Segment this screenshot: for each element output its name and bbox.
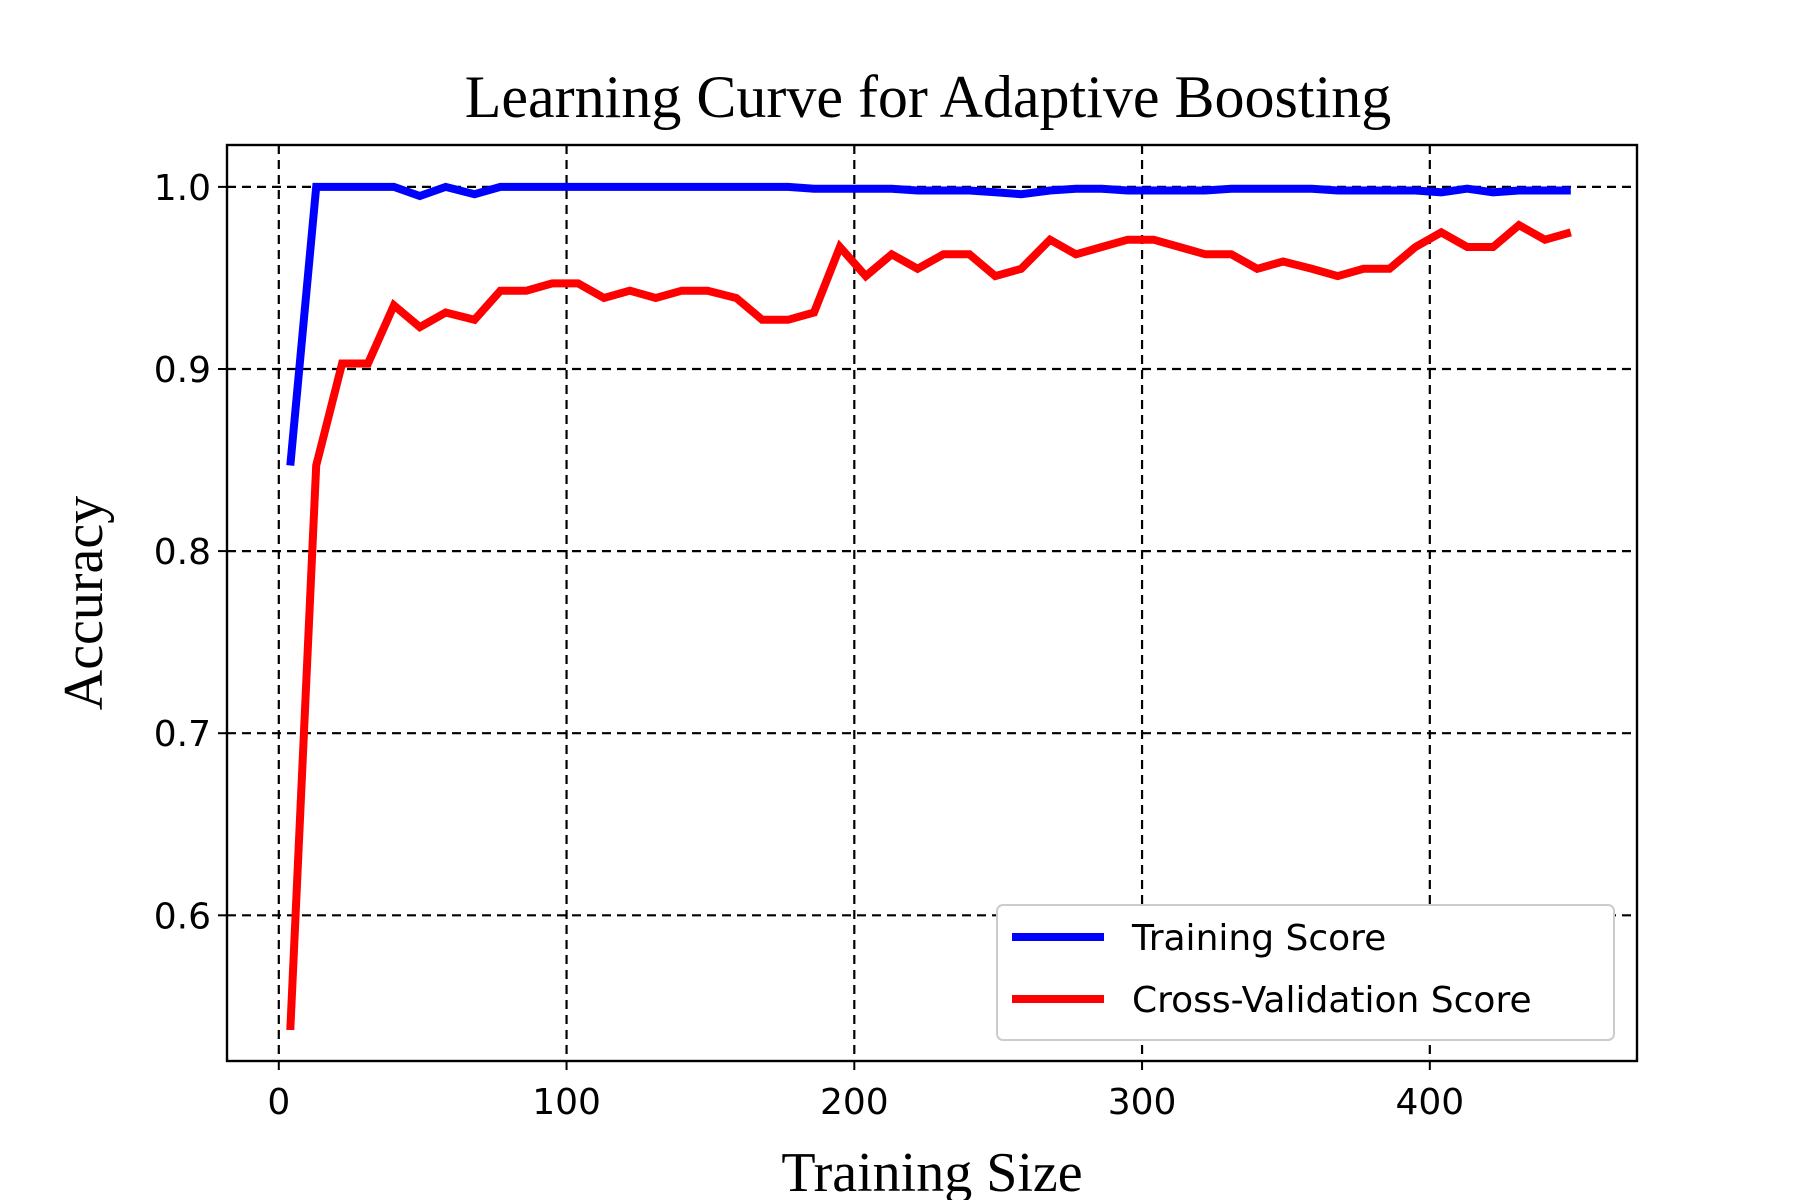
x-tick-label: 0	[267, 1082, 290, 1123]
x-tick-label: 400	[1395, 1082, 1464, 1123]
plot-area-frame	[225, 143, 1639, 1063]
y-tick-label: 0.8	[154, 532, 211, 573]
axis-ticks: 0 100 200 300 400 0.6 0.7 0.8 0.9 1.0	[154, 168, 1464, 1123]
y-tick-label: 0.6	[154, 896, 211, 937]
y-tick-label: 0.7	[154, 714, 211, 755]
y-axis-label: Accuracy	[53, 496, 115, 711]
series-line-cross-validation-score	[286, 220, 1572, 1031]
x-tick-label: 300	[1108, 1082, 1177, 1123]
series-lines	[286, 182, 1572, 1031]
x-tick-label: 200	[820, 1082, 889, 1123]
legend: Training Score Cross-Validation Score	[996, 904, 1615, 1041]
legend-label-cross-validation-score: Cross-Validation Score	[1132, 980, 1532, 1021]
series-line-training-score	[286, 182, 1571, 466]
y-tick-label: 1.0	[154, 168, 211, 209]
legend-label-training-score: Training Score	[1131, 918, 1386, 959]
legend-box	[996, 904, 1615, 1041]
x-tick-label: 100	[532, 1082, 601, 1123]
x-axis-label: Training Size	[781, 1142, 1082, 1200]
chart-title: Learning Curve for Adaptive Boosting	[465, 64, 1391, 130]
y-tick-label: 0.9	[154, 350, 211, 391]
